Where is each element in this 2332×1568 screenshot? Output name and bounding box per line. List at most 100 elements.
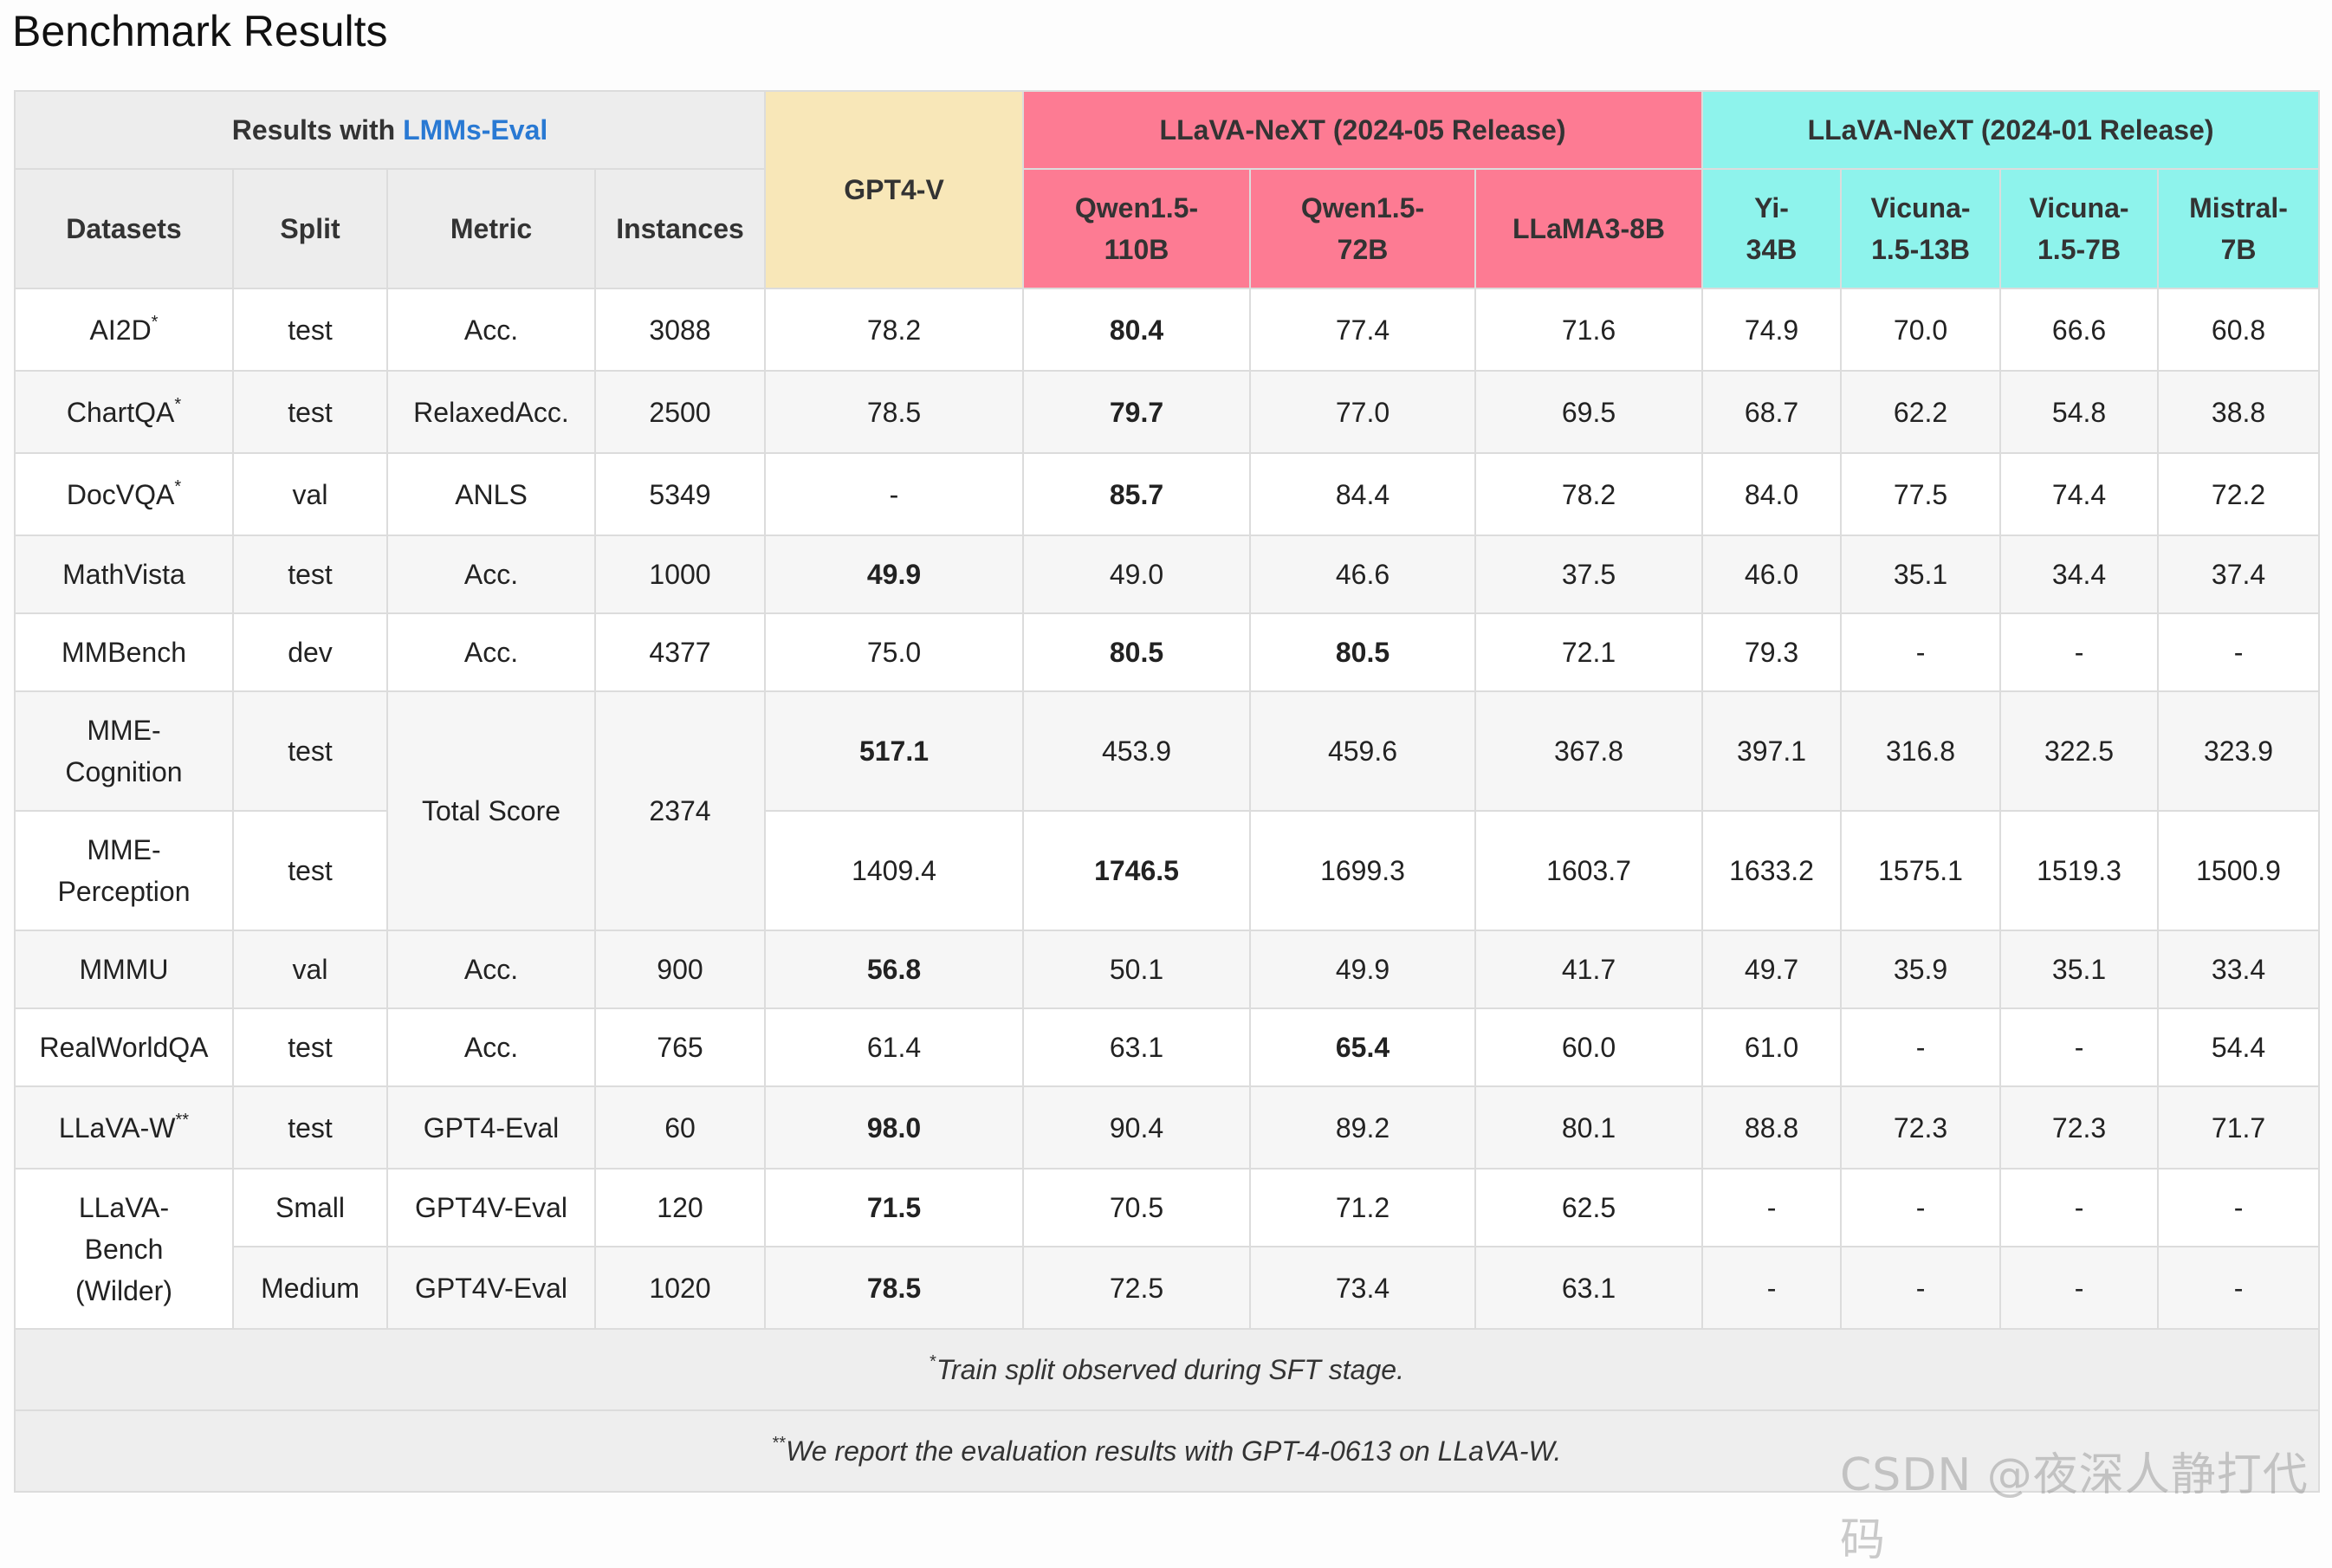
col-qwen-72b: Qwen1.5- 72B	[1249, 168, 1476, 289]
gpt4v-header: GPT4-V	[764, 90, 1024, 289]
split-cell: val	[232, 930, 388, 1009]
score-cell: 77.4	[1249, 288, 1476, 372]
table-row: MME- Perception test 1409.4 1746.5 1699.3 1603…	[14, 810, 2321, 931]
score-cell: 72.5	[1022, 1246, 1251, 1330]
score-cell: 73.4	[1249, 1246, 1476, 1330]
score-cell: 80.5	[1022, 612, 1251, 692]
dataset-cell: RealWorldQA	[14, 1008, 234, 1087]
dataset-cell: AI2D*	[14, 288, 234, 372]
score-cell: -	[2157, 1246, 2321, 1330]
score-cell: 62.2	[1840, 370, 2002, 454]
table-row: MMMU val Acc. 900 56.8 50.1 49.9 41.7 49.7 35.9 35…	[14, 930, 2321, 1009]
score-cell: 46.6	[1249, 535, 1476, 614]
instances-cell: 60	[594, 1085, 766, 1170]
score-cell: 70.5	[1022, 1168, 1251, 1247]
score-cell: 33.4	[2157, 930, 2321, 1009]
table-row: MME- Cognition test Total Score 2374 517.1 453…	[14, 690, 2321, 931]
split-cell: test	[232, 288, 388, 372]
instances-cell: 2374	[594, 690, 766, 931]
score-cell: 1746.5	[1022, 810, 1251, 931]
split-cell: test	[232, 1085, 388, 1170]
metric-cell: Total Score	[386, 690, 596, 931]
score-cell: 1519.3	[1999, 810, 2160, 931]
score-cell: 78.5	[764, 370, 1024, 454]
dataset-cell: ChartQA*	[14, 370, 234, 454]
score-cell: 1500.9	[2157, 810, 2321, 931]
metric-cell: GPT4-Eval	[386, 1085, 596, 1170]
score-cell: 74.9	[1701, 288, 1843, 372]
score-cell: 56.8	[764, 930, 1024, 1009]
instances-cell: 1000	[594, 535, 766, 614]
table-row: ChartQA* test RelaxedAcc. 2500 78.5 79.7 77.0 6…	[14, 370, 2321, 454]
table-row: LLaVA- Bench (Wilder) Small GPT4V-Eval 120 71.…	[14, 1168, 2321, 1330]
score-cell: -	[1999, 1246, 2160, 1330]
score-cell: 85.7	[1022, 452, 1251, 536]
metric-cell: Acc.	[386, 288, 596, 372]
col-datasets: Datasets	[14, 168, 234, 289]
metric-cell: Acc.	[386, 612, 596, 692]
score-cell: 1603.7	[1474, 810, 1704, 931]
score-cell: 66.6	[1999, 288, 2160, 372]
score-cell: 77.0	[1249, 370, 1476, 454]
score-cell: 397.1	[1701, 690, 1843, 812]
split-cell: Small	[232, 1168, 388, 1247]
split-cell: test	[232, 810, 388, 931]
score-cell: -	[1999, 612, 2160, 692]
score-cell: 322.5	[1999, 690, 2160, 812]
split-cell: dev	[232, 612, 388, 692]
score-cell: 72.3	[1840, 1085, 2002, 1170]
score-cell: 35.1	[1840, 535, 2002, 614]
score-cell: 71.2	[1249, 1168, 1476, 1247]
score-cell: 71.5	[764, 1168, 1024, 1247]
instances-cell: 2500	[594, 370, 766, 454]
instances-cell: 765	[594, 1008, 766, 1087]
instances-cell: 5349	[594, 452, 766, 536]
score-cell: 78.2	[1474, 452, 1704, 536]
score-cell: 38.8	[2157, 370, 2321, 454]
score-cell: -	[1840, 1008, 2002, 1087]
dataset-cell: LLaVA-W**	[14, 1085, 234, 1170]
instances-cell: 3088	[594, 288, 766, 372]
score-cell: 84.0	[1701, 452, 1843, 536]
score-cell: 1699.3	[1249, 810, 1476, 931]
score-cell: 88.8	[1701, 1085, 1843, 1170]
col-vicuna-13b: Vicuna- 1.5-13B	[1840, 168, 2002, 289]
score-cell: 84.4	[1249, 452, 1476, 536]
split-cell: test	[232, 370, 388, 454]
score-cell: 54.4	[2157, 1008, 2321, 1087]
score-cell: 367.8	[1474, 690, 1704, 812]
score-cell: 459.6	[1249, 690, 1476, 812]
col-llama3-8b: LLaMA3-8B	[1474, 168, 1704, 289]
dataset-cell: MathVista	[14, 535, 234, 614]
split-cell: test	[232, 690, 388, 812]
score-cell: -	[1701, 1168, 1843, 1247]
table-row: MathVista test Acc. 1000 49.9 49.0 46.6 37.5 46.…	[14, 535, 2321, 614]
score-cell: 1575.1	[1840, 810, 2002, 931]
split-cell: val	[232, 452, 388, 536]
score-cell: 35.1	[1999, 930, 2160, 1009]
split-cell: test	[232, 1008, 388, 1087]
score-cell: -	[2157, 612, 2321, 692]
score-cell: 49.7	[1701, 930, 1843, 1009]
lmms-eval-link[interactable]: LMMs-Eval	[403, 114, 548, 146]
score-cell: 41.7	[1474, 930, 1704, 1009]
table-row: MMBench dev Acc. 4377 75.0 80.5 80.5 72.1 79.3- -…	[14, 612, 2321, 692]
score-cell: 316.8	[1840, 690, 2002, 812]
score-cell: 49.0	[1022, 535, 1251, 614]
metric-cell: RelaxedAcc.	[386, 370, 596, 454]
score-cell: 61.4	[764, 1008, 1024, 1087]
dataset-cell: MME- Perception	[14, 810, 234, 931]
score-cell: 75.0	[764, 612, 1024, 692]
dataset-cell: MMMU	[14, 930, 234, 1009]
score-cell: -	[1999, 1168, 2160, 1247]
col-mistral-7b: Mistral- 7B	[2157, 168, 2321, 289]
table-row: AI2D* test Acc. 3088 78.2 80.4 77.4 71.6 74.9 70.…	[14, 288, 2321, 372]
metric-cell: ANLS	[386, 452, 596, 536]
table-row: LLaVA-W** test GPT4-Eval 60 98.0 90.4 89.2 80.1…	[14, 1085, 2321, 1170]
table-body: AI2D* test Acc. 3088 78.2 80.4 77.4 71.6 74.9 70.…	[14, 288, 2321, 1330]
score-cell: 35.9	[1840, 930, 2002, 1009]
col-qwen-110b: Qwen1.5- 110B	[1022, 168, 1251, 289]
llava-next-2024-05-header: LLaVA-NeXT (2024-05 Release)	[1021, 90, 1704, 170]
score-cell: 49.9	[764, 535, 1024, 614]
score-cell: -	[1701, 1246, 1843, 1330]
